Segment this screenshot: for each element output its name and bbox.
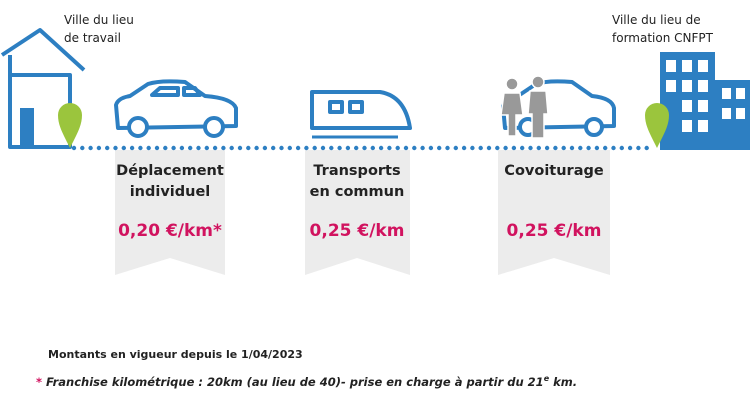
route-dot bbox=[387, 145, 392, 151]
route-dot bbox=[578, 145, 583, 151]
train-icon bbox=[310, 90, 412, 139]
route-dot bbox=[163, 145, 168, 151]
mode-title-line: individuel bbox=[130, 184, 211, 200]
destination-label: Ville du lieu de formation CNFPT bbox=[612, 13, 714, 45]
route-dot bbox=[279, 145, 284, 151]
route-dot bbox=[528, 145, 533, 151]
route-dot bbox=[204, 145, 209, 151]
route-dot bbox=[295, 145, 301, 151]
route-dot bbox=[511, 145, 517, 151]
route-dot bbox=[113, 145, 118, 151]
route-dot bbox=[229, 145, 234, 151]
route-dot bbox=[412, 145, 417, 151]
route-dot bbox=[420, 145, 425, 151]
route-dot bbox=[453, 145, 458, 151]
route-line bbox=[71, 145, 649, 151]
mode-title: Covoiturage bbox=[504, 163, 604, 179]
route-dot bbox=[287, 145, 292, 151]
mode-title: Déplacement individuel bbox=[116, 163, 224, 200]
route-dot bbox=[354, 145, 359, 151]
route-dot bbox=[486, 145, 492, 151]
route-dot bbox=[337, 145, 342, 151]
footnote: * Franchise kilométrique : 20km (au lieu… bbox=[36, 374, 577, 389]
route-dot bbox=[254, 145, 259, 151]
route-dot bbox=[553, 145, 558, 151]
route-dot bbox=[171, 145, 176, 151]
route-dot bbox=[445, 145, 450, 151]
route-dot bbox=[403, 145, 409, 151]
route-dot bbox=[503, 145, 508, 151]
origin-label: Ville du lieu de travail bbox=[64, 13, 134, 45]
route-dot bbox=[362, 145, 367, 151]
route-dot bbox=[478, 145, 483, 151]
route-dot bbox=[312, 145, 317, 151]
mode-title-line: Transports bbox=[313, 163, 400, 179]
effective-date: Montants en vigueur depuis le 1/04/2023 bbox=[48, 348, 303, 361]
route-dot bbox=[262, 145, 268, 151]
mode-rate: 0,25 €/km bbox=[310, 221, 405, 241]
mode-rate: 0,20 €/km* bbox=[118, 221, 222, 241]
route-dot bbox=[345, 145, 351, 151]
route-dot bbox=[520, 145, 525, 151]
route-dot bbox=[594, 145, 600, 151]
route-dot bbox=[138, 145, 143, 151]
modes: Déplacement individuel 0,20 €/km* Transport… bbox=[116, 163, 604, 241]
route-dot bbox=[437, 145, 442, 151]
route-dot bbox=[611, 145, 616, 151]
mode-rate: 0,25 €/km bbox=[507, 221, 602, 241]
mode-title-line: en commun bbox=[310, 184, 405, 200]
route-dot bbox=[544, 145, 550, 151]
route-dot bbox=[636, 145, 641, 151]
pins bbox=[58, 103, 669, 148]
route-dot bbox=[329, 145, 334, 151]
route-dot bbox=[71, 145, 77, 151]
route-dot bbox=[370, 145, 375, 151]
route-dot bbox=[146, 145, 151, 151]
route-dot bbox=[271, 145, 276, 151]
route-dot bbox=[105, 145, 110, 151]
route-dot bbox=[495, 145, 500, 151]
route-dot bbox=[619, 145, 624, 151]
route-dot bbox=[88, 145, 93, 151]
house-icon bbox=[0, 28, 86, 149]
mode-title-line: Déplacement bbox=[116, 163, 224, 179]
route-dot bbox=[536, 145, 541, 151]
mode-title: Transports en commun bbox=[310, 163, 405, 200]
route-dot bbox=[561, 145, 566, 151]
route-dot bbox=[586, 145, 591, 151]
car-icon bbox=[114, 79, 238, 138]
cards bbox=[115, 150, 610, 275]
route-dot bbox=[644, 145, 649, 151]
route-dot bbox=[603, 145, 608, 151]
route-dot bbox=[237, 145, 243, 151]
route-dot bbox=[188, 145, 193, 151]
route-dot bbox=[212, 145, 218, 151]
route-dot bbox=[627, 145, 633, 151]
route-dot bbox=[304, 145, 309, 151]
route-dot bbox=[154, 145, 160, 151]
route-dot bbox=[246, 145, 251, 151]
route-dot bbox=[96, 145, 102, 151]
carpool-icon bbox=[500, 75, 616, 139]
route-dot bbox=[121, 145, 127, 151]
route-dot bbox=[320, 145, 326, 151]
route-dot bbox=[395, 145, 400, 151]
route-dot bbox=[470, 145, 475, 151]
route-dot bbox=[221, 145, 226, 151]
route-dot bbox=[378, 145, 384, 151]
building-icon bbox=[660, 52, 750, 150]
route-dot bbox=[196, 145, 201, 151]
route-dot bbox=[569, 145, 575, 151]
route-dot bbox=[80, 145, 85, 151]
route-dot bbox=[428, 145, 434, 151]
route-dot bbox=[461, 145, 467, 151]
route-dot bbox=[129, 145, 135, 151]
mode-title-line: Covoiturage bbox=[504, 163, 604, 179]
route-dot bbox=[179, 145, 185, 151]
